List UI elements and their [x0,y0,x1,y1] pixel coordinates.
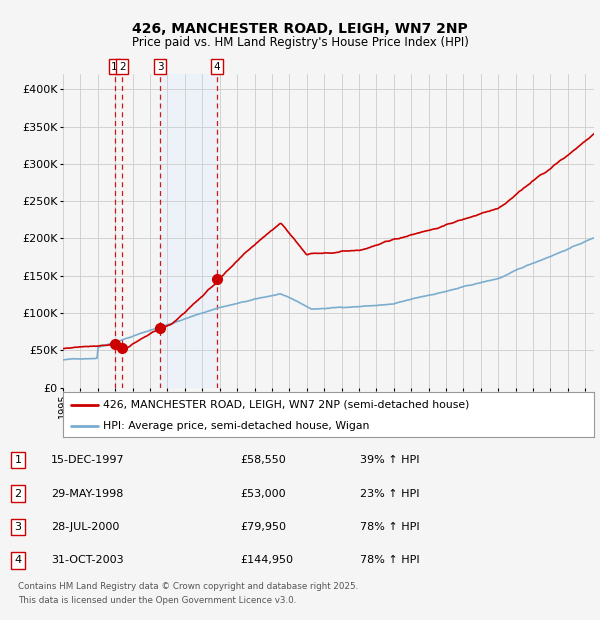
Text: 78% ↑ HPI: 78% ↑ HPI [360,522,419,532]
Text: Price paid vs. HM Land Registry's House Price Index (HPI): Price paid vs. HM Land Registry's House … [131,36,469,49]
Text: £79,950: £79,950 [240,522,286,532]
Text: Contains HM Land Registry data © Crown copyright and database right 2025.: Contains HM Land Registry data © Crown c… [18,582,358,591]
Text: 2: 2 [119,61,125,72]
Text: £58,550: £58,550 [240,455,286,465]
Text: 28-JUL-2000: 28-JUL-2000 [51,522,119,532]
Text: 23% ↑ HPI: 23% ↑ HPI [360,489,419,498]
Text: 2: 2 [14,489,22,498]
Text: 1: 1 [111,61,118,72]
Text: This data is licensed under the Open Government Licence v3.0.: This data is licensed under the Open Gov… [18,596,296,605]
Text: 426, MANCHESTER ROAD, LEIGH, WN7 2NP: 426, MANCHESTER ROAD, LEIGH, WN7 2NP [132,22,468,36]
Text: 39% ↑ HPI: 39% ↑ HPI [360,455,419,465]
Text: 4: 4 [214,61,220,72]
Text: 31-OCT-2003: 31-OCT-2003 [51,556,124,565]
Text: £53,000: £53,000 [240,489,286,498]
Bar [160,74,217,388]
Text: 29-MAY-1998: 29-MAY-1998 [51,489,124,498]
Text: 78% ↑ HPI: 78% ↑ HPI [360,556,419,565]
Text: 3: 3 [157,61,163,72]
Text: 1: 1 [14,455,22,465]
Text: 15-DEC-1997: 15-DEC-1997 [51,455,125,465]
Text: HPI: Average price, semi-detached house, Wigan: HPI: Average price, semi-detached house,… [103,421,369,431]
Text: 426, MANCHESTER ROAD, LEIGH, WN7 2NP (semi-detached house): 426, MANCHESTER ROAD, LEIGH, WN7 2NP (se… [103,399,469,410]
Text: 3: 3 [14,522,22,532]
Text: 4: 4 [14,556,22,565]
Text: £144,950: £144,950 [240,556,293,565]
